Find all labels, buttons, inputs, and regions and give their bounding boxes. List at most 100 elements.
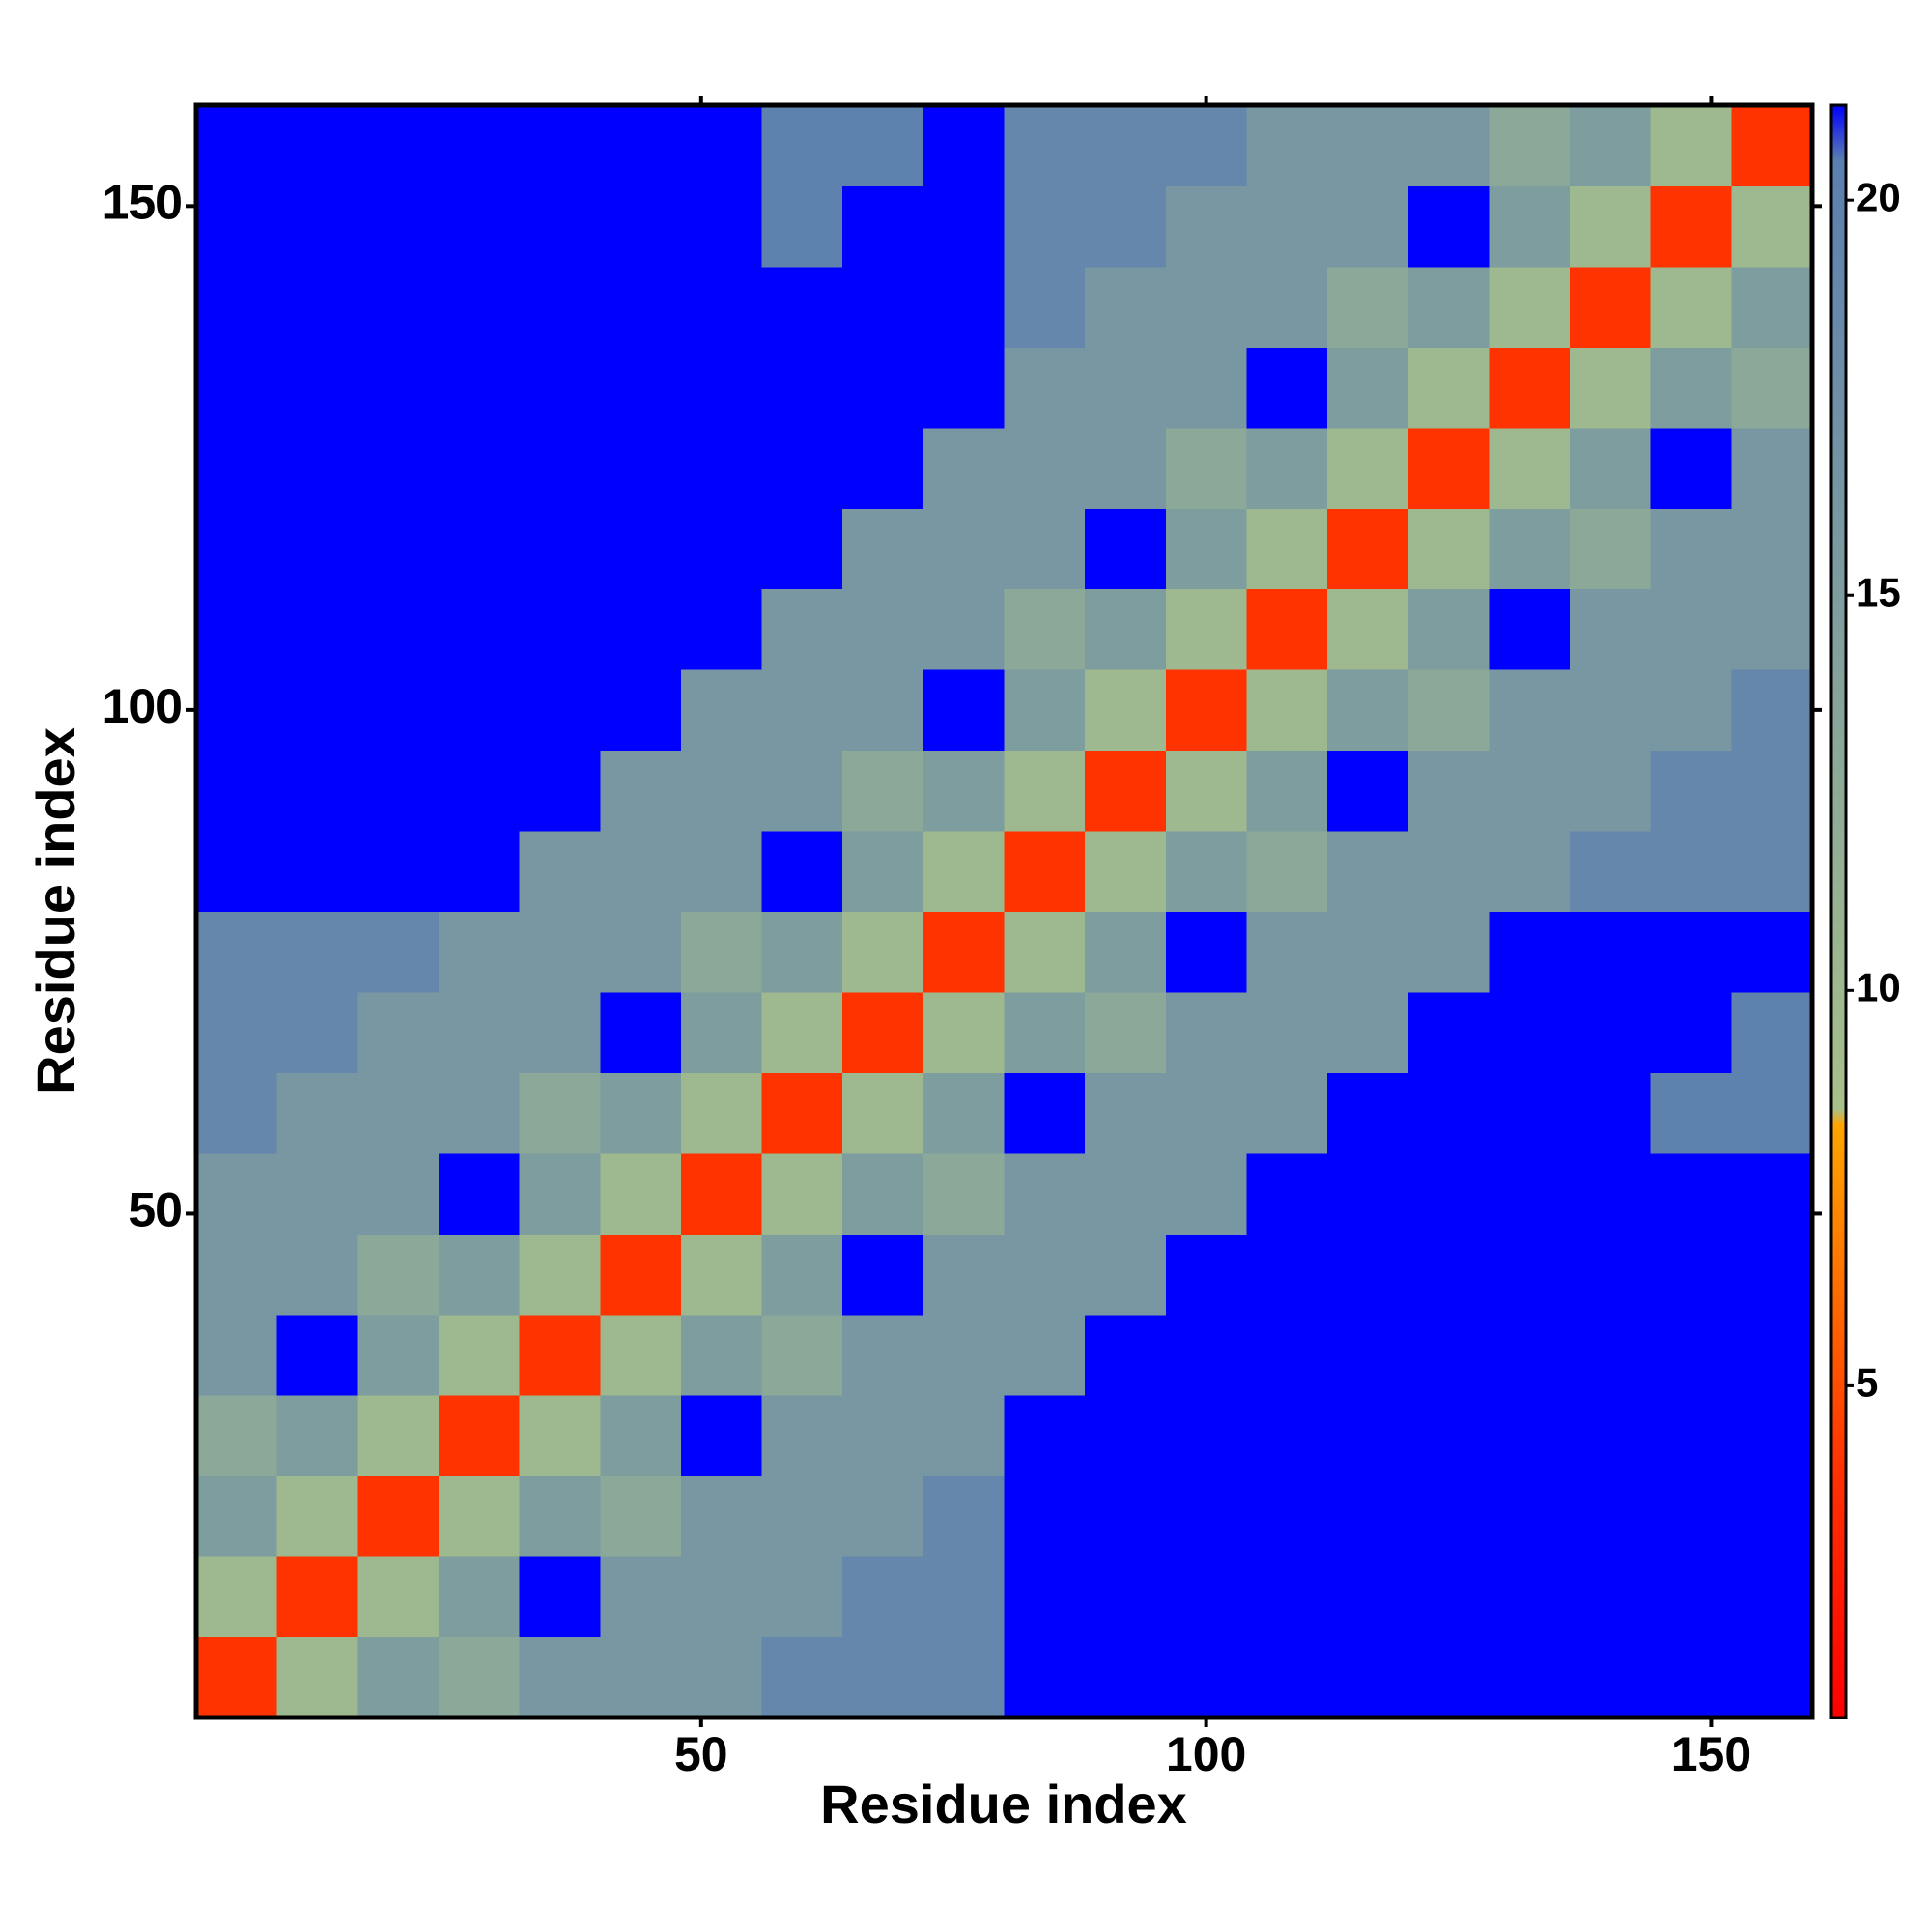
heat-cell [196,831,278,912]
heat-cell [923,347,1005,429]
heat-cell [923,669,1005,752]
heat-cell [276,105,358,186]
heat-cell [761,1556,843,1638]
heat-cell [438,588,521,670]
heat-cell [1085,1152,1167,1235]
heat-cell [1327,1395,1409,1477]
heat-cell [1165,185,1247,268]
colorbar-tick-label: 10 [1856,964,1901,1009]
heat-cell [1407,347,1490,429]
heat-cell [1165,508,1247,590]
colorbar [1829,103,1848,1719]
heat-cell [1165,105,1247,186]
heat-cell [1731,669,1813,752]
heat-cell [600,1152,682,1235]
heat-cell [1246,1636,1328,1719]
heat-cell [1327,185,1409,268]
heat-cell [761,991,843,1073]
heat-cell [438,1636,521,1719]
heatmap-cells [196,105,1813,1719]
heat-cell [1407,991,1490,1073]
heat-cell [276,588,358,670]
heat-cell [842,1556,924,1638]
heat-cell [761,1072,843,1154]
heat-cell [519,508,601,590]
heat-cell [1085,185,1167,268]
heat-cell [276,911,358,993]
heat-cell [1570,588,1652,670]
heat-cell [1407,105,1490,186]
heat-cell [276,508,358,590]
heat-cell [680,1152,763,1235]
heat-cell [276,185,358,268]
heat-cell [1327,750,1409,832]
heat-cell [1731,1072,1813,1154]
heat-cell [1165,1314,1247,1396]
heat-cell [1570,508,1652,590]
heat-cell [1165,1636,1247,1719]
heat-cell [1004,911,1086,993]
heat-cell [196,669,278,752]
heat-cell [761,347,843,429]
heat-cell [923,185,1005,268]
heat-cell [438,831,521,912]
heat-cell [1570,427,1652,509]
heat-cell [842,588,924,670]
heat-cell [1650,1314,1732,1396]
heat-cell [196,911,278,993]
heat-cell [1650,1152,1732,1235]
heat-cell [196,1395,278,1477]
heat-cell [1489,1556,1571,1638]
heat-cell [438,1152,521,1235]
heat-cell [357,105,440,186]
heat-cell [600,1556,682,1638]
heat-cell [1489,347,1571,429]
heat-cell [1570,1234,1652,1316]
colorbar-tick-label: 15 [1856,569,1901,614]
heat-cell [276,1314,358,1396]
heat-cell [276,669,358,752]
heat-cell [1731,1475,1813,1557]
heat-cell [1650,1636,1732,1719]
heat-cell [761,105,843,186]
heat-cell [1407,1636,1490,1719]
heat-cell [1004,1636,1086,1719]
heat-cell [761,669,843,752]
heat-cell [1650,1234,1732,1316]
heat-cell [438,427,521,509]
heat-cell [1650,1475,1732,1557]
heat-cell [276,347,358,429]
heat-cell [1085,669,1167,752]
heat-cell [357,991,440,1073]
heat-cell [1489,588,1571,670]
heat-cell [1570,1314,1652,1396]
heat-cell [680,991,763,1073]
heat-cell [196,266,278,348]
heat-cell [1731,1636,1813,1719]
heat-cell [1004,347,1086,429]
heat-cell [1731,588,1813,670]
heat-cell [1165,991,1247,1073]
heat-cell [1085,831,1167,912]
heat-cell [1165,1556,1247,1638]
heat-cell [1004,1556,1086,1638]
heat-cell [1004,508,1086,590]
heat-cell [196,1234,278,1316]
heat-cell [923,991,1005,1073]
heat-cell [1731,266,1813,348]
x-axis-title: Residue index [820,1774,1187,1834]
heat-cell [1407,508,1490,590]
heat-cell [1731,1556,1813,1638]
heat-cell [438,750,521,832]
heat-cell [1246,185,1328,268]
heat-cell [1327,1152,1409,1235]
heat-cell [600,347,682,429]
heat-cell [1085,911,1167,993]
heat-cell [680,911,763,993]
heat-cell [1246,991,1328,1073]
heat-cell [761,1234,843,1316]
heat-cell [1731,831,1813,912]
heat-cell [1165,427,1247,509]
heat-cell [1327,1234,1409,1316]
